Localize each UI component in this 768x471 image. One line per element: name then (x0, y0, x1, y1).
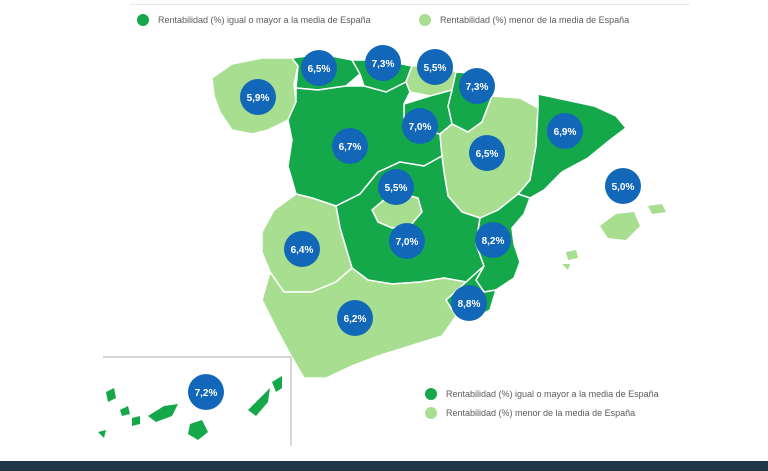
bubble-label-castilla-la-mancha: 7,0% (396, 237, 419, 248)
legend-swatch-below-bottom (425, 407, 437, 419)
bubble-label-baleares: 5,0% (612, 182, 635, 193)
legend-label-above: Rentabilidad (%) igual o mayor a la medi… (158, 15, 371, 25)
bottom-divider-band (0, 461, 768, 471)
bubble-label-madrid: 5,5% (385, 183, 408, 194)
bubble-label-valencia: 8,2% (482, 236, 505, 247)
legend-label-below-bottom: Rentabilidad (%) menor de la media de Es… (446, 408, 636, 418)
bubble-baleares: 5,0% (605, 168, 641, 204)
bubble-cantabria: 7,3% (365, 45, 401, 81)
bubble-extremadura: 6,4% (284, 231, 320, 267)
value-bubbles: 5,9% 6,5% 7,3% 5,5% 7,3% 7,0% (188, 45, 641, 410)
bubble-castilla-la-mancha: 7,0% (389, 223, 425, 259)
canarias-frame (103, 356, 292, 446)
bubble-aragon: 6,5% (469, 135, 505, 171)
legend-label-above-bottom: Rentabilidad (%) igual o mayor a la medi… (446, 389, 659, 399)
bubble-la-rioja: 7,0% (402, 108, 438, 144)
bubble-label-andalucia: 6,2% (344, 314, 367, 325)
bubble-label-canarias: 7,2% (195, 388, 218, 399)
bubble-canarias: 7,2% (188, 374, 224, 410)
legend-top-above: Rentabilidad (%) igual o mayor a la medi… (137, 14, 371, 26)
legend-bottom-above: Rentabilidad (%) igual o mayor a la medi… (425, 388, 659, 400)
legend-swatch-above (137, 14, 149, 26)
legend-swatch-below (419, 14, 431, 26)
legend-bottom-below: Rentabilidad (%) menor de la media de Es… (425, 407, 635, 419)
legend-top-below: Rentabilidad (%) menor de la media de Es… (419, 14, 629, 26)
bubble-label-asturias: 6,5% (308, 64, 331, 75)
legend-label-below: Rentabilidad (%) menor de la media de Es… (440, 15, 630, 25)
bubble-asturias: 6,5% (301, 50, 337, 86)
region-canarias (98, 376, 282, 440)
bubble-label-la-rioja: 7,0% (409, 122, 432, 133)
bubble-label-pais-vasco: 5,5% (424, 63, 447, 74)
bubble-valencia: 8,2% (475, 222, 511, 258)
bubble-castilla-leon: 6,7% (332, 128, 368, 164)
bubble-navarra: 7,3% (459, 68, 495, 104)
region-baleares (562, 204, 666, 270)
bubble-pais-vasco: 5,5% (417, 49, 453, 85)
bubble-andalucia: 6,2% (337, 300, 373, 336)
bubble-galicia: 5,9% (240, 79, 276, 115)
bubble-label-extremadura: 6,4% (291, 245, 314, 256)
bubble-cataluna: 6,9% (547, 113, 583, 149)
bubble-label-navarra: 7,3% (466, 82, 489, 93)
bubble-label-cantabria: 7,3% (372, 59, 395, 70)
top-divider (130, 4, 690, 5)
bubble-label-aragon: 6,5% (476, 149, 499, 160)
bubble-label-cataluna: 6,9% (554, 127, 577, 138)
bubble-label-murcia: 8,8% (458, 299, 481, 310)
bubble-label-castilla-leon: 6,7% (339, 142, 362, 153)
legend-swatch-above-bottom (425, 388, 437, 400)
bubble-murcia: 8,8% (451, 285, 487, 321)
bubble-madrid: 5,5% (378, 169, 414, 205)
bubble-label-galicia: 5,9% (247, 93, 270, 104)
